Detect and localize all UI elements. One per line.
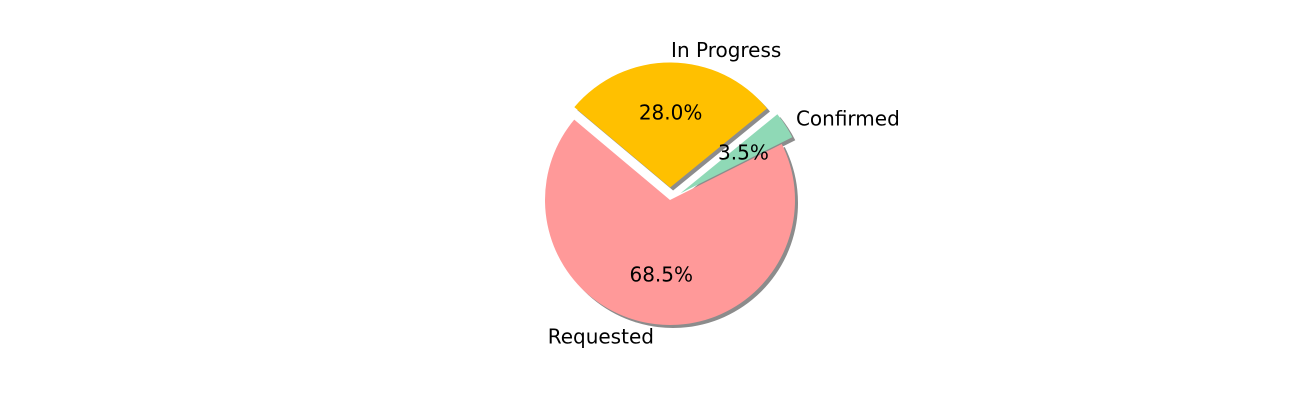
pie-slice-in-progress bbox=[574, 62, 767, 188]
pie-labels: Requested 68.5% Confirmed 3.5% In Progress 28… bbox=[548, 38, 900, 349]
slice-label-in-progress: In Progress bbox=[671, 38, 781, 62]
pie-slices bbox=[545, 62, 796, 326]
slice-label-confirmed: Confirmed bbox=[796, 107, 900, 131]
pie-slice-requested bbox=[545, 119, 796, 326]
slice-percent-confirmed: 3.5% bbox=[718, 140, 769, 164]
slice-percent-requested: 68.5% bbox=[629, 262, 693, 286]
slice-label-requested: Requested bbox=[548, 325, 654, 349]
slice-percent-in-progress: 28.0% bbox=[639, 101, 703, 125]
pie-slice-confirmed bbox=[680, 114, 793, 194]
